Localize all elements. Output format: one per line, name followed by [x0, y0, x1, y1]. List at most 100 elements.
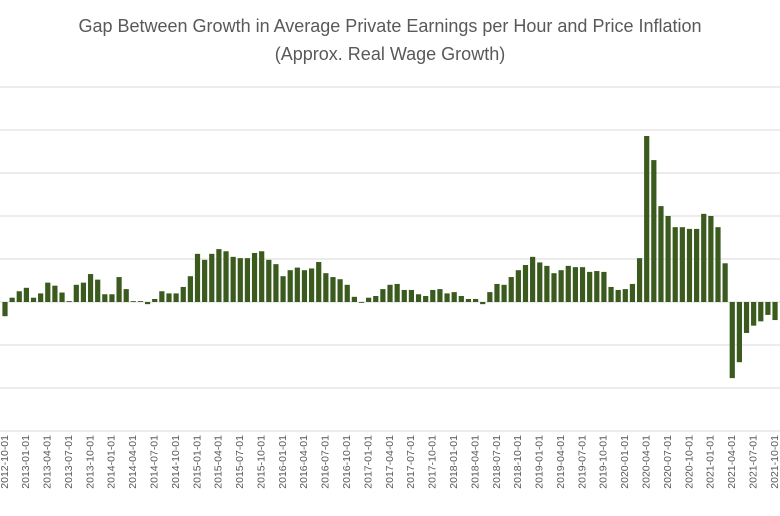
bar	[66, 301, 72, 302]
bar	[629, 283, 636, 302]
x-tick-label: 2018-10-01	[512, 435, 524, 489]
x-tick-label: 2014-07-01	[149, 435, 161, 489]
bar	[708, 216, 714, 302]
bar	[166, 293, 172, 302]
bar	[480, 302, 486, 305]
bar	[316, 262, 322, 302]
bar	[280, 276, 286, 302]
bar	[387, 284, 393, 302]
bar	[394, 283, 400, 302]
x-tick-label: 2019-10-01	[598, 435, 610, 489]
bar	[45, 282, 51, 302]
x-tick-label: 2014-10-01	[170, 435, 182, 489]
x-tick-label: 2016-01-01	[277, 435, 289, 489]
bar	[223, 251, 229, 302]
bar	[16, 291, 22, 302]
bar	[587, 271, 593, 302]
x-tick-label: 2021-10-01	[769, 435, 780, 489]
bar	[458, 295, 464, 302]
x-tick-label: 2012-10-01	[0, 435, 11, 489]
bar	[451, 292, 457, 302]
bar	[23, 287, 29, 302]
x-tick-label: 2021-04-01	[726, 435, 738, 489]
bar	[465, 298, 472, 302]
bar	[430, 289, 436, 302]
x-tick-label: 2019-07-01	[576, 435, 588, 489]
bar	[2, 302, 8, 317]
x-tick-label: 2015-01-01	[191, 435, 203, 489]
bar	[501, 284, 507, 302]
chart-subtitle: (Approx. Real Wage Growth)	[275, 44, 505, 64]
bar	[80, 282, 87, 302]
bar	[259, 251, 265, 302]
bar	[180, 286, 186, 302]
bar	[715, 227, 721, 302]
bar	[579, 267, 586, 302]
bar	[701, 213, 707, 302]
bar	[244, 258, 251, 302]
bar	[330, 277, 336, 302]
bar	[651, 160, 657, 302]
bar	[237, 258, 243, 302]
bar	[622, 289, 628, 302]
bar	[686, 228, 693, 302]
bar	[751, 302, 757, 326]
bar	[73, 284, 79, 302]
bar	[615, 289, 621, 302]
x-tick-label: 2018-04-01	[469, 435, 481, 489]
bar	[380, 289, 386, 302]
bar	[358, 302, 365, 303]
bar	[308, 268, 315, 302]
bar	[522, 265, 529, 302]
bar	[729, 302, 735, 379]
x-tick-label: 2019-04-01	[555, 435, 567, 489]
x-tick-label: 2015-10-01	[255, 435, 267, 489]
bar	[287, 270, 293, 302]
x-tick-label: 2017-07-01	[405, 435, 417, 489]
bar	[694, 228, 700, 302]
x-tick-label: 2014-01-01	[106, 435, 118, 489]
bar	[765, 302, 771, 315]
bar	[145, 302, 151, 305]
x-tick-label: 2014-04-01	[127, 435, 139, 489]
bar	[487, 292, 493, 302]
bar	[52, 285, 58, 302]
bar	[187, 276, 193, 302]
x-tick-label: 2016-07-01	[320, 435, 332, 489]
chart-title: Gap Between Growth in Average Private Ea…	[78, 16, 701, 36]
bar	[530, 256, 536, 302]
bar	[572, 267, 578, 302]
x-tick-label: 2018-07-01	[491, 435, 503, 489]
bar	[608, 286, 614, 302]
bar	[658, 206, 664, 302]
bar	[544, 265, 550, 302]
x-tick-label: 2017-10-01	[427, 435, 439, 489]
bar	[59, 292, 65, 302]
bar	[109, 294, 115, 302]
x-tick-label: 2017-01-01	[362, 435, 374, 489]
bar	[130, 301, 136, 302]
bar	[152, 298, 158, 302]
x-tick-label: 2016-10-01	[341, 435, 353, 489]
bar	[366, 297, 372, 302]
bar	[30, 297, 37, 302]
bar	[423, 295, 429, 302]
bar	[551, 273, 557, 302]
bar	[636, 258, 643, 302]
bar	[294, 267, 300, 302]
bar	[494, 283, 500, 302]
bar	[537, 262, 543, 302]
x-tick-label: 2015-04-01	[213, 435, 225, 489]
bar	[722, 263, 728, 302]
bar	[558, 270, 564, 302]
x-tick-label: 2013-07-01	[63, 435, 75, 489]
x-tick-label: 2013-04-01	[42, 435, 54, 489]
x-tick-label: 2019-01-01	[534, 435, 546, 489]
bar	[209, 253, 215, 302]
bar	[401, 289, 407, 302]
bar	[444, 293, 450, 302]
bar	[344, 284, 350, 302]
bar	[301, 270, 308, 302]
bar	[408, 289, 415, 302]
